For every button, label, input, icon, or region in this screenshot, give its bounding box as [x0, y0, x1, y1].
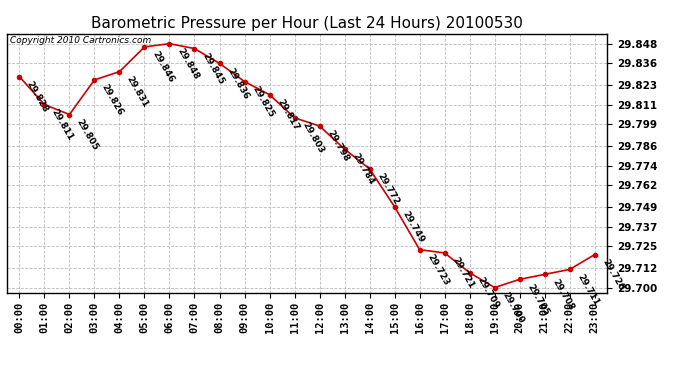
Text: 29.828: 29.828: [25, 80, 50, 114]
Text: Copyright 2010 Cartronics.com: Copyright 2010 Cartronics.com: [10, 36, 151, 45]
Text: 29.836: 29.836: [225, 66, 250, 101]
Text: 29.845: 29.845: [200, 51, 225, 86]
Text: 29.846: 29.846: [150, 50, 175, 84]
Title: Barometric Pressure per Hour (Last 24 Hours) 20100530: Barometric Pressure per Hour (Last 24 Ho…: [91, 16, 523, 31]
Text: 29.811: 29.811: [50, 107, 75, 142]
Text: 29.720: 29.720: [600, 257, 625, 292]
Text: 29.723: 29.723: [425, 252, 451, 287]
Text: 29.709: 29.709: [475, 276, 500, 310]
Text: 29.705: 29.705: [525, 282, 551, 316]
Text: 29.708: 29.708: [550, 277, 575, 312]
Text: 29.798: 29.798: [325, 129, 351, 164]
Text: 29.831: 29.831: [125, 74, 150, 109]
Text: 29.700: 29.700: [500, 290, 525, 325]
Text: 29.825: 29.825: [250, 84, 275, 119]
Text: 29.803: 29.803: [300, 121, 325, 155]
Text: 29.784: 29.784: [350, 152, 375, 187]
Text: 29.772: 29.772: [375, 172, 400, 207]
Text: 29.848: 29.848: [175, 46, 200, 81]
Text: 29.749: 29.749: [400, 210, 426, 244]
Text: 29.805: 29.805: [75, 117, 100, 152]
Text: 29.711: 29.711: [575, 272, 600, 307]
Text: 29.721: 29.721: [450, 256, 475, 290]
Text: 29.826: 29.826: [100, 82, 125, 117]
Text: 29.817: 29.817: [275, 98, 300, 132]
